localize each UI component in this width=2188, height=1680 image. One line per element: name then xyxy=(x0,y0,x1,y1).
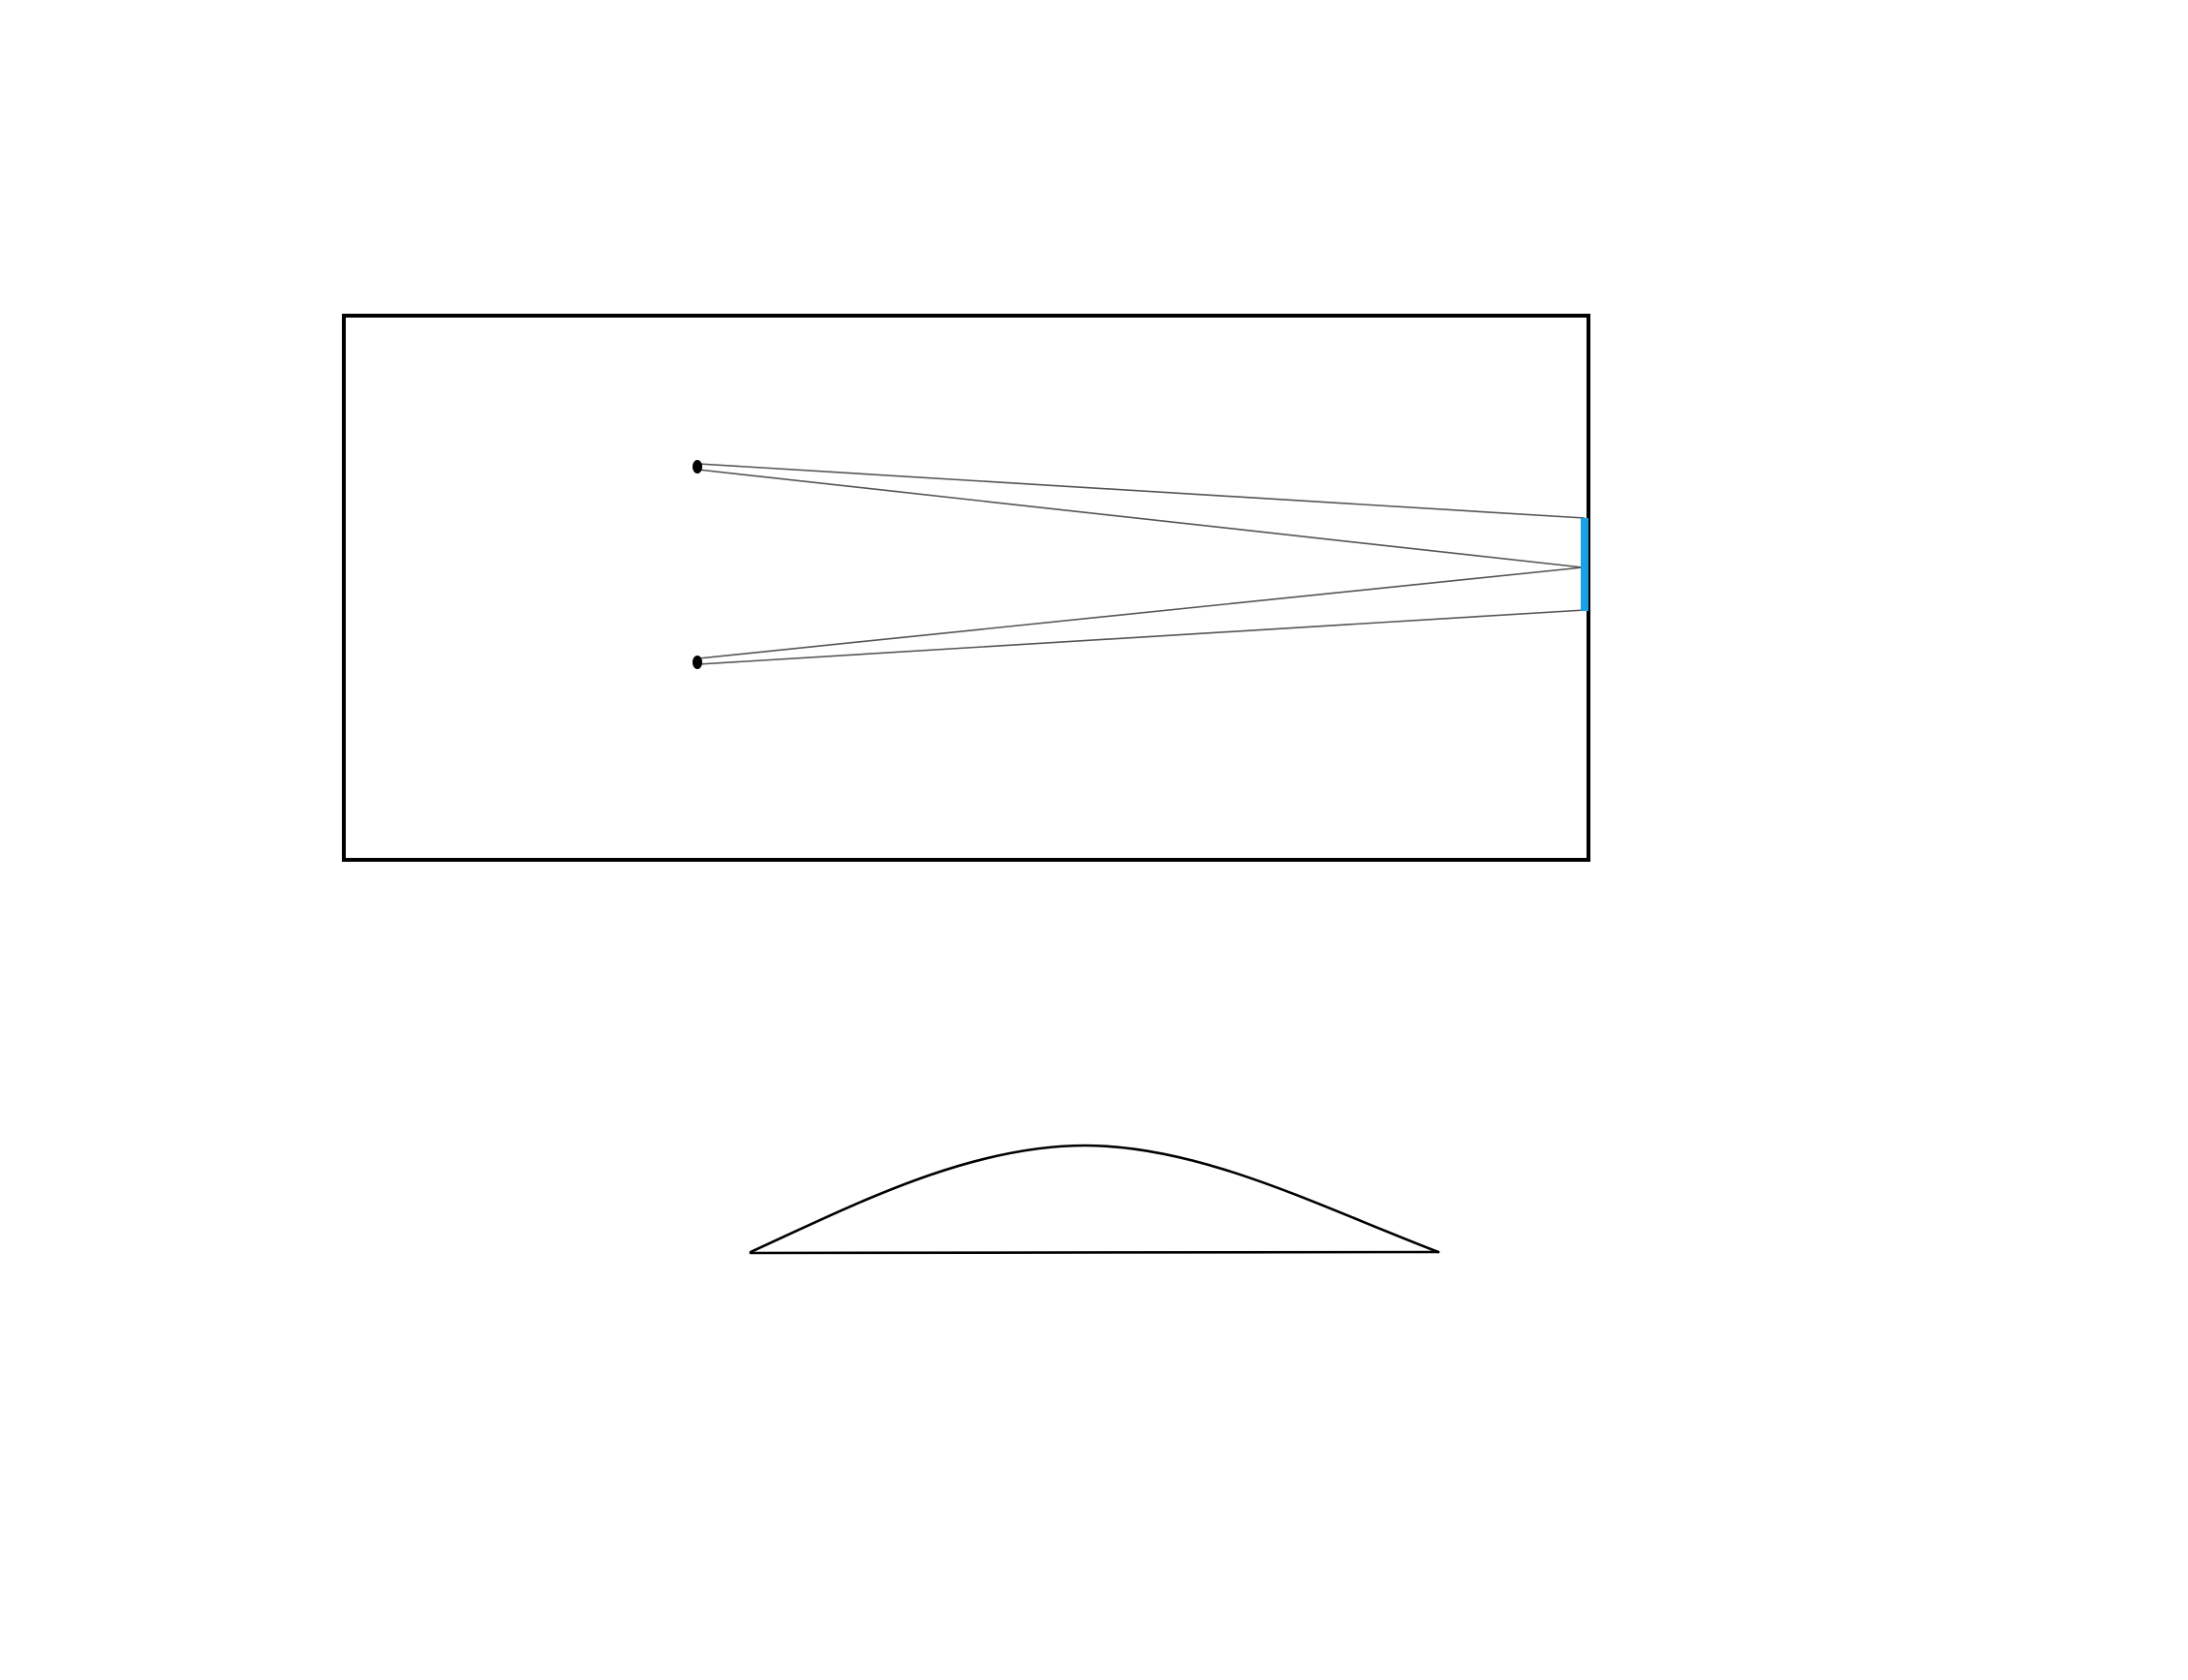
ray-lower-to-mirror-center xyxy=(697,566,1584,659)
lower-source-point xyxy=(693,656,702,669)
ray-lower-to-mirror-bottom xyxy=(697,609,1586,665)
enclosure-frame xyxy=(342,314,1590,862)
ray-upper-to-mirror-center xyxy=(697,469,1584,568)
ray-upper-to-mirror-top xyxy=(697,463,1586,519)
bell-curve-baseline xyxy=(749,1250,1440,1255)
upper-source-point xyxy=(693,460,702,473)
mirror-strip xyxy=(1581,518,1588,611)
bell-curve xyxy=(749,1144,1440,1254)
ray-lines xyxy=(697,463,1586,665)
